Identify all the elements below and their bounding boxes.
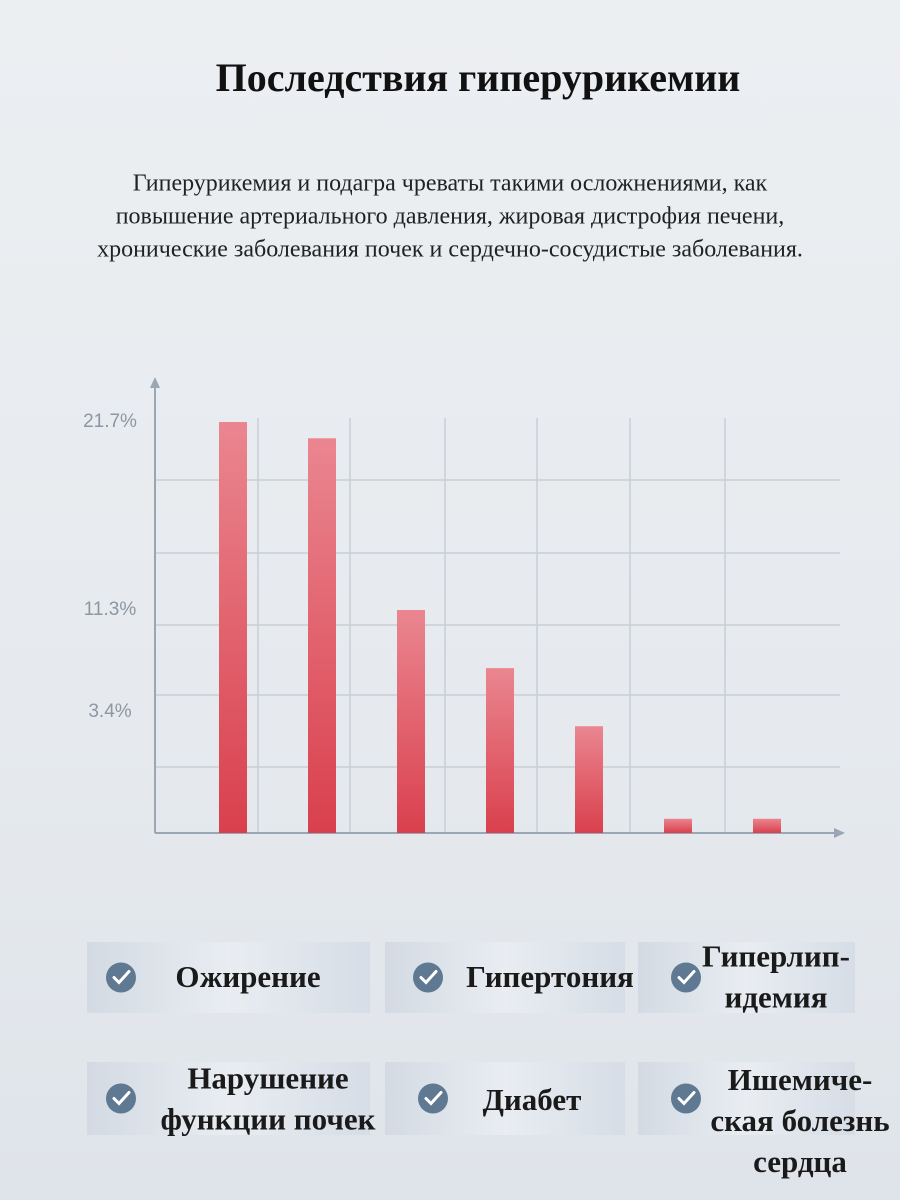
check-icon xyxy=(106,962,136,993)
bar xyxy=(397,610,425,833)
grid-decor xyxy=(155,418,840,833)
check-mark xyxy=(419,970,438,985)
bar xyxy=(753,818,781,833)
description-line: хронические заболевания почек и сердечно… xyxy=(97,237,803,263)
badge-label: Нарушение xyxy=(187,1061,348,1096)
check-mark xyxy=(677,1091,696,1106)
badge-label: идемия xyxy=(724,980,827,1015)
bar xyxy=(575,726,603,833)
badge-label: Гипертония xyxy=(466,959,634,994)
bar xyxy=(664,818,692,833)
title: Последствия гиперурикемии xyxy=(216,55,741,100)
y-tick-label: 3.4% xyxy=(88,701,131,722)
badge-label: Ишемиче- xyxy=(728,1062,873,1097)
check-icon xyxy=(671,1083,701,1114)
description-line: Гиперурикемия и подагра чреваты такими о… xyxy=(133,171,768,197)
y-tick-label: 21.7% xyxy=(83,411,137,432)
check-mark xyxy=(424,1091,443,1106)
check-icon xyxy=(413,962,443,993)
badge-label: функции почек xyxy=(161,1102,376,1137)
badge-label: Диабет xyxy=(483,1082,582,1117)
bar xyxy=(486,668,514,833)
badge-label: Ожирение xyxy=(175,959,320,994)
check-icon xyxy=(106,1083,136,1114)
check-icon xyxy=(418,1083,448,1114)
check-mark xyxy=(112,1091,131,1106)
badge-label: Гиперлип- xyxy=(702,939,850,974)
badge-label: сердца xyxy=(753,1144,847,1179)
check-mark xyxy=(677,970,696,985)
bar xyxy=(308,438,336,833)
bar xyxy=(219,422,247,833)
y-tick-label: 11.3% xyxy=(84,599,137,620)
bar-chart: 3.4% 11.3% 21.7% xyxy=(83,411,781,833)
check-mark xyxy=(112,970,131,985)
description: Гиперурикемия и подагра чреваты такими о… xyxy=(97,171,803,263)
badge-label: ская болезнь xyxy=(710,1103,889,1138)
check-icon xyxy=(671,962,701,993)
description-line: повышение артериального давления, жирова… xyxy=(116,204,785,230)
badges: Ожирение Гипертония Гиперлип-идемия Нарушен… xyxy=(87,939,890,1179)
